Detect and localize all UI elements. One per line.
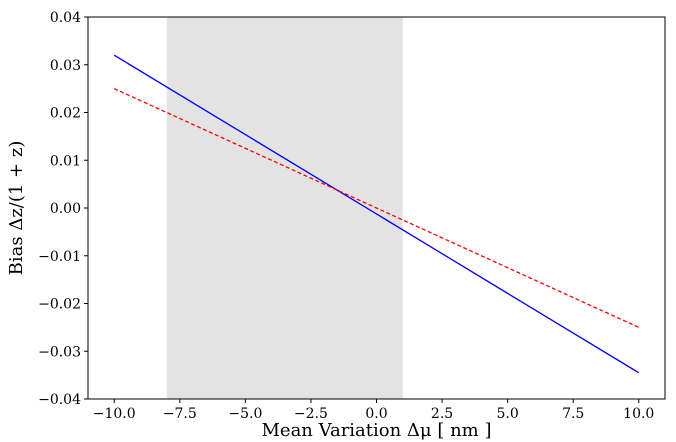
- y-tick-label: −0.01: [38, 249, 81, 265]
- plot-area: [87, 16, 666, 400]
- x-tick-label: 5.0: [497, 406, 519, 422]
- x-tick-label: −10.0: [93, 406, 136, 422]
- x-axis: −10.0 −7.5 −5.0 −2.5 0.0 2.5 5.0 7.5 10.0: [93, 399, 654, 422]
- x-tick-label: 10.0: [623, 406, 654, 422]
- y-axis: −0.04 −0.03 −0.02 −0.01 0.00 0.01 0.02 0.03 0.04: [38, 10, 88, 408]
- x-tick-label: −7.5: [163, 406, 197, 422]
- y-tick-label: −0.03: [38, 344, 81, 360]
- y-tick-label: −0.04: [38, 392, 81, 408]
- series-line-2: [113, 88, 640, 328]
- x-tick-label: −5.0: [228, 406, 262, 422]
- y-tick-label: 0.02: [50, 106, 81, 122]
- x-axis-label: Mean Variation Δμ [ nm ]: [261, 420, 491, 441]
- x-tick-label: 2.5: [431, 406, 453, 422]
- y-axis-label: Bias Δz/(1 + z): [6, 141, 27, 276]
- y-tick-label: −0.02: [38, 297, 81, 313]
- x-tick-label: 7.5: [562, 406, 584, 422]
- y-tick-label: 0.01: [50, 153, 81, 169]
- shaded-region: [166, 17, 403, 399]
- y-tick-label: 0.03: [50, 58, 81, 74]
- x-tick-label: −2.5: [294, 406, 328, 422]
- y-tick-label: 0.00: [50, 201, 81, 217]
- y-tick-label: 0.04: [50, 10, 81, 26]
- series-line-1: [113, 54, 640, 374]
- x-tick-label: 0.0: [365, 406, 387, 422]
